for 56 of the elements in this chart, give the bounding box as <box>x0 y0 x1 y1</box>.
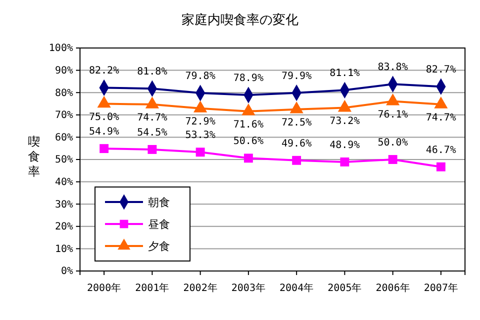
point <box>244 154 253 163</box>
data-label: 54.9% <box>89 126 120 138</box>
y-tick-label: 70% <box>54 110 73 122</box>
data-label: 74.7% <box>137 112 168 124</box>
y-tick-label: 60% <box>54 132 73 144</box>
y-tick-label: 50% <box>54 154 73 166</box>
data-label: 53.3% <box>185 130 216 142</box>
legend-label: 夕食 <box>148 240 170 253</box>
y-axis-title: 喫食率 <box>28 134 40 178</box>
y-tick-label: 30% <box>54 199 73 210</box>
data-label: 81.8% <box>137 66 168 78</box>
chart-title: 家庭内喫食率の変化 <box>182 12 298 28</box>
x-tick-label: 2006年 <box>376 282 410 294</box>
data-label: 78.9% <box>233 73 264 84</box>
data-label: 83.8% <box>378 62 408 74</box>
data-label: 81.1% <box>330 68 360 80</box>
point <box>196 148 205 157</box>
x-tick-label: 2007年 <box>424 282 458 294</box>
x-tick-label: 2003年 <box>231 282 266 294</box>
data-label: 79.8% <box>185 71 216 82</box>
legend-label: 昼食 <box>148 218 170 231</box>
x-tick-label: 2004年 <box>280 282 314 294</box>
data-label: 72.5% <box>282 117 312 128</box>
x-tick-label: 2001年 <box>135 282 170 294</box>
y-tick-label: 10% <box>54 244 73 255</box>
data-label: 73.2% <box>330 116 360 127</box>
data-label: 50.0% <box>378 138 408 148</box>
point <box>388 155 398 164</box>
data-label: 48.9% <box>330 140 360 151</box>
data-label: 49.6% <box>282 138 312 150</box>
data-label: 75.0% <box>89 112 120 123</box>
data-label: 46.7% <box>426 144 456 156</box>
data-label: 71.6% <box>233 119 264 130</box>
data-label: 72.9% <box>185 116 216 128</box>
y-tick-label: 0% <box>60 266 73 278</box>
point <box>148 144 157 154</box>
x-tick-label: 2002年 <box>183 282 218 294</box>
data-label: 74.7% <box>426 112 456 124</box>
y-tick-label: 100% <box>48 43 73 54</box>
data-label: 79.9% <box>282 70 312 82</box>
data-label: 82.7% <box>426 64 456 76</box>
data-label: 82.2% <box>89 66 120 77</box>
legend-label: 朝食 <box>148 196 170 209</box>
point <box>100 144 109 154</box>
y-tick-label: 90% <box>54 66 73 76</box>
y-tick-label: 80% <box>54 88 73 99</box>
data-label: 50.6% <box>233 136 264 148</box>
data-label: 54.5% <box>137 127 168 138</box>
point <box>292 156 302 165</box>
point <box>340 157 350 166</box>
x-tick-label: 2000年 <box>87 282 122 294</box>
point <box>436 162 446 172</box>
y-tick-label: 40% <box>54 177 73 188</box>
x-tick-label: 2005年 <box>328 282 362 294</box>
data-label: 76.1% <box>378 109 408 120</box>
y-tick-label: 20% <box>54 222 73 233</box>
